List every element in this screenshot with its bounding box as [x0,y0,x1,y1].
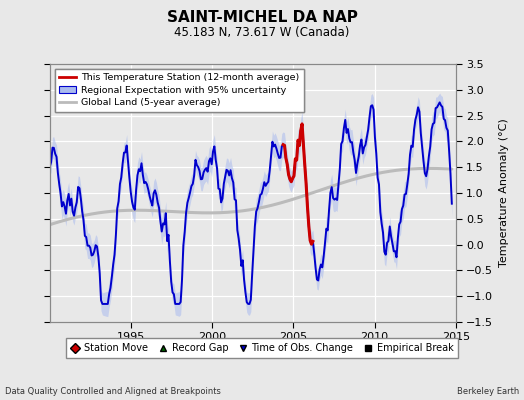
Text: Berkeley Earth: Berkeley Earth [456,387,519,396]
Text: 45.183 N, 73.617 W (Canada): 45.183 N, 73.617 W (Canada) [174,26,350,39]
Legend: Station Move, Record Gap, Time of Obs. Change, Empirical Break: Station Move, Record Gap, Time of Obs. C… [66,338,458,358]
Y-axis label: Temperature Anomaly (°C): Temperature Anomaly (°C) [499,119,509,267]
Text: SAINT-MICHEL DA NAP: SAINT-MICHEL DA NAP [167,10,357,25]
Legend: This Temperature Station (12-month average), Regional Expectation with 95% uncer: This Temperature Station (12-month avera… [54,69,304,112]
Text: Data Quality Controlled and Aligned at Breakpoints: Data Quality Controlled and Aligned at B… [5,387,221,396]
